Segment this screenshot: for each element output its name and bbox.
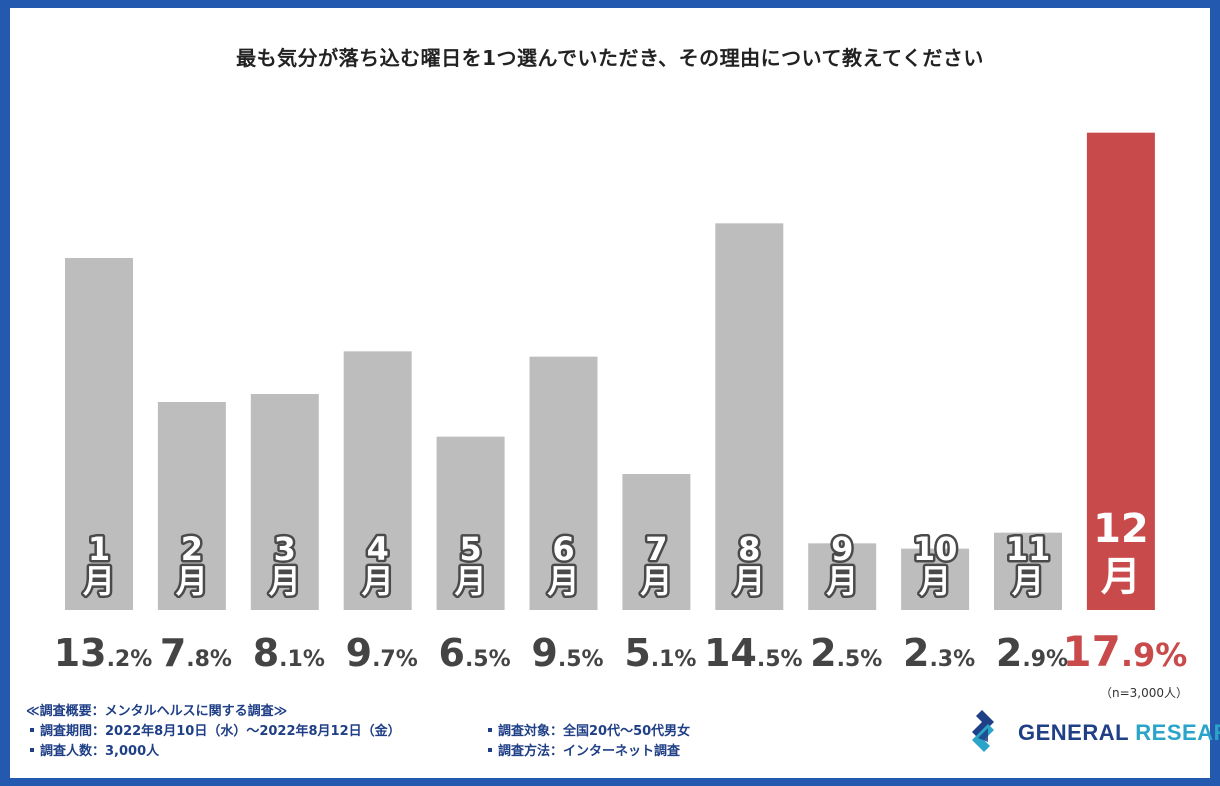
value-label: 2.5%	[810, 631, 882, 675]
value-label: 9.7%	[346, 631, 418, 675]
bar-5	[436, 436, 505, 610]
logo-mark-icon	[960, 710, 1006, 752]
survey-count: 調査人数：3,000人	[26, 742, 159, 762]
survey-header: ≪調査概要：メンタルヘルスに関する調査≫	[26, 704, 288, 719]
month-number-label: 10	[913, 530, 958, 568]
month-number-label: 5	[459, 530, 481, 568]
logo-word-research: RESEARCH	[1135, 720, 1220, 745]
month-unit-label: 月	[455, 562, 487, 600]
month-unit-label: 月	[733, 562, 765, 600]
bar-10	[901, 548, 970, 610]
bar-9	[808, 543, 877, 610]
month-number-label: 4	[367, 530, 389, 568]
bar-8	[715, 223, 784, 611]
survey-target-text: 調査対象：全国20代〜50代男女	[498, 724, 691, 739]
chart-title: 最も気分が落ち込む曜日を1つ選んでいただき、その理由について教えてください	[236, 46, 984, 70]
month-unit-label: 月	[919, 562, 951, 600]
bar-11	[994, 532, 1062, 610]
value-label: 2.9%	[996, 631, 1068, 675]
month-unit-label: 月	[1012, 562, 1044, 600]
month-unit-label: 月	[362, 562, 394, 600]
general-research-logo: GENERAL RESEARCH	[954, 702, 1220, 762]
value-label: 2.3%	[903, 631, 975, 675]
month-number-label: 11	[1006, 530, 1051, 568]
month-unit-label: 月	[83, 562, 115, 600]
month-number-label: 9	[831, 530, 853, 568]
month-number-label: 7	[645, 530, 667, 568]
value-label: 17.9%	[1062, 627, 1187, 676]
month-unit-label: 月	[1101, 554, 1141, 600]
month-unit-label: 月	[176, 562, 208, 600]
month-unit-label: 月	[547, 562, 579, 600]
value-label: 5.1%	[624, 631, 696, 675]
bar-6	[529, 356, 598, 610]
survey-count-text: 調査人数：3,000人	[40, 744, 160, 759]
bullet-icon	[30, 728, 34, 732]
month-unit-label: 月	[826, 562, 858, 600]
value-label: 9.5%	[531, 631, 603, 675]
bar-4	[343, 351, 412, 610]
month-number-label: 2	[181, 530, 203, 568]
logo-text: GENERAL RESEARCH	[1018, 720, 1220, 746]
month-unit-label: 月	[269, 562, 301, 600]
value-label: 6.5%	[439, 631, 511, 675]
value-label: 14.5%	[704, 631, 803, 675]
month-number-label: 12	[1093, 506, 1149, 552]
value-label: 13.2%	[54, 631, 153, 675]
month-number-label: 6	[552, 530, 574, 568]
bar-2	[157, 402, 226, 610]
survey-method: 調査方法：インターネット調査	[484, 742, 680, 762]
value-label: 8.1%	[253, 631, 325, 675]
sample-size-note: （n=3,000人）	[1099, 686, 1188, 700]
bar-12	[1086, 132, 1155, 610]
logo-word-general: GENERAL	[1018, 720, 1129, 745]
bullet-icon	[30, 748, 34, 752]
bullet-icon	[488, 728, 492, 732]
month-number-label: 1	[88, 530, 110, 568]
bullet-icon	[488, 748, 492, 752]
survey-method-text: 調査方法：インターネット調査	[498, 744, 681, 759]
survey-period-text: 調査期間：2022年8月10日（水）〜2022年8月12日（金）	[40, 724, 401, 739]
survey-period: 調査期間：2022年8月10日（水）〜2022年8月12日（金）	[26, 722, 401, 742]
bar-1	[65, 258, 133, 610]
month-number-label: 8	[738, 530, 760, 568]
value-label: 7.8%	[160, 631, 232, 675]
bar-3	[250, 394, 319, 610]
month-unit-label: 月	[640, 562, 672, 600]
bar-7	[622, 474, 691, 610]
survey-target: 調査対象：全国20代〜50代男女	[484, 722, 690, 742]
month-number-label: 3	[274, 530, 296, 568]
